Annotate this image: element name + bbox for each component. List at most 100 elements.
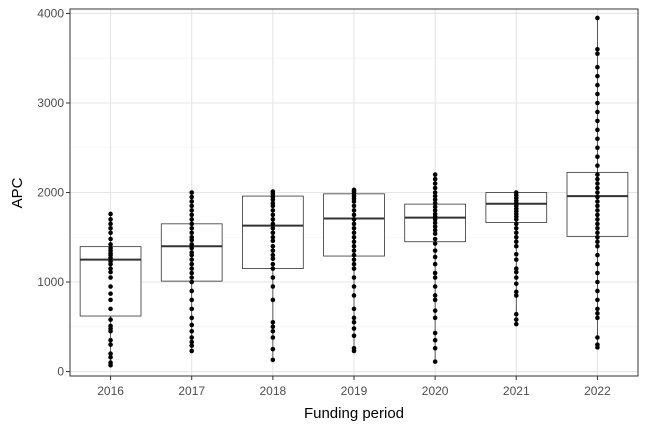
- data-point: [189, 266, 195, 271]
- data-point: [432, 176, 438, 182]
- data-point: [432, 345, 438, 351]
- data-point: [351, 239, 357, 245]
- data-point: [189, 221, 195, 227]
- data-point: [432, 270, 438, 276]
- data-point: [513, 243, 519, 249]
- data-point: [595, 252, 600, 258]
- data-point: [351, 319, 357, 325]
- data-point: [270, 357, 276, 363]
- data-point: [108, 351, 113, 356]
- data-point: [595, 208, 600, 213]
- data-point: [432, 231, 438, 236]
- data-point: [513, 275, 519, 280]
- data-point: [595, 190, 600, 195]
- data-point: [108, 291, 113, 296]
- data-point: [595, 221, 600, 227]
- data-point: [351, 230, 357, 236]
- data-point: [270, 261, 276, 267]
- data-point: [270, 208, 276, 213]
- data-point: [595, 15, 600, 21]
- data-point: [270, 275, 276, 280]
- data-point: [432, 248, 438, 253]
- data-point: [189, 250, 195, 255]
- data-point: [189, 230, 195, 236]
- data-point: [108, 221, 113, 227]
- data-point: [351, 326, 357, 331]
- data-point: [432, 193, 438, 199]
- data-point: [351, 315, 357, 321]
- data-point: [189, 245, 195, 251]
- y-axis: 0 1000 2000 3000 4000: [37, 6, 70, 379]
- data-point: [108, 284, 113, 289]
- data-point: [432, 200, 438, 206]
- data-point: [351, 234, 357, 240]
- data-point: [189, 339, 195, 345]
- y-tick-label: 0: [57, 365, 64, 379]
- data-point: [432, 204, 438, 210]
- data-point: [189, 199, 195, 204]
- data-point: [351, 333, 357, 339]
- data-point: [108, 354, 113, 360]
- data-point: [189, 257, 195, 262]
- x-axis-title: Funding period: [304, 405, 404, 422]
- data-point: [189, 234, 195, 240]
- data-point: [595, 217, 600, 222]
- data-point: [432, 330, 438, 336]
- data-point: [595, 279, 600, 285]
- data-point: [513, 234, 519, 240]
- data-point: [595, 335, 600, 340]
- data-point: [513, 289, 519, 295]
- data-point: [432, 181, 438, 186]
- data-point: [351, 275, 357, 280]
- data-point: [189, 261, 195, 267]
- data-point: [189, 226, 195, 231]
- data-point: [189, 270, 195, 276]
- data-point: [189, 279, 195, 285]
- data-point: [108, 236, 113, 242]
- data-point: [189, 275, 195, 280]
- data-point: [595, 315, 600, 321]
- data-point: [432, 220, 438, 226]
- data-point: [108, 242, 113, 247]
- data-point: [595, 91, 600, 97]
- data-point: [595, 172, 600, 177]
- data-point: [513, 269, 519, 275]
- x-tick-label: 2016: [97, 384, 124, 398]
- data-point: [595, 185, 600, 191]
- data-point: [108, 226, 113, 231]
- x-tick-label: 2022: [584, 384, 611, 398]
- data-point: [432, 224, 438, 229]
- data-point: [351, 203, 357, 209]
- x-tick-label: 2019: [341, 384, 368, 398]
- data-point: [595, 243, 600, 249]
- data-point: [189, 212, 195, 218]
- y-tick-label: 4000: [37, 6, 64, 20]
- data-point: [432, 308, 438, 313]
- data-point: [270, 226, 276, 231]
- data-point: [270, 266, 276, 271]
- data-point: [513, 293, 519, 298]
- data-point: [432, 359, 438, 364]
- data-point: [108, 211, 113, 217]
- data-point: [189, 315, 195, 321]
- data-point: [513, 251, 519, 257]
- data-point: [595, 51, 600, 57]
- data-point: [351, 306, 357, 312]
- x-tick-label: 2021: [503, 384, 530, 398]
- data-point: [595, 203, 600, 209]
- data-point: [432, 315, 438, 321]
- data-point: [595, 234, 600, 240]
- x-tick-label: 2018: [260, 384, 287, 398]
- data-point: [595, 181, 600, 186]
- data-point: [432, 172, 438, 177]
- data-point: [432, 337, 438, 343]
- data-point: [270, 297, 276, 303]
- data-point: [108, 342, 113, 347]
- data-point: [595, 73, 600, 79]
- data-point: [513, 311, 519, 317]
- data-point: [595, 82, 600, 88]
- data-point: [595, 297, 600, 303]
- data-point: [351, 221, 357, 227]
- data-point: [270, 248, 276, 253]
- data-point: [513, 266, 519, 271]
